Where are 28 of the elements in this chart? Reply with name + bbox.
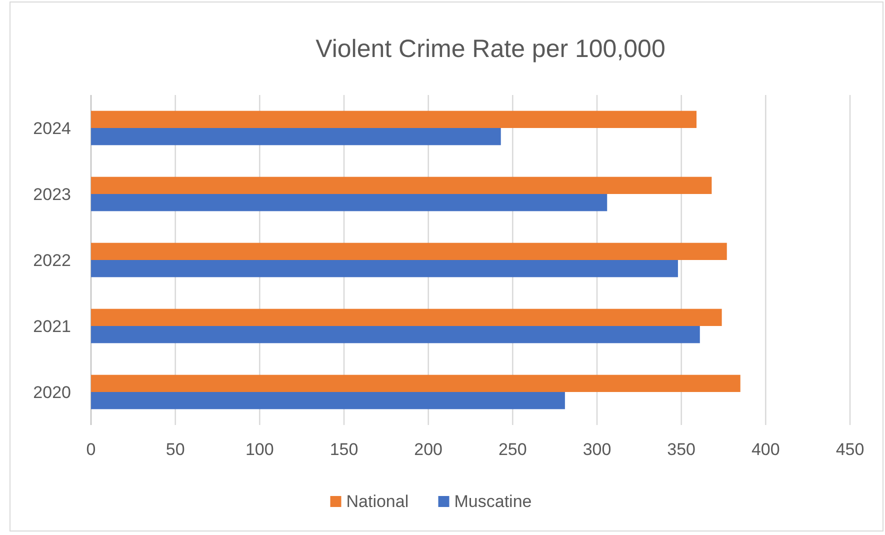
y-tick-label: 2021 <box>33 317 71 336</box>
y-tick-label: 2022 <box>33 251 71 270</box>
bar <box>91 326 700 344</box>
bar <box>91 194 608 212</box>
bar <box>91 392 565 410</box>
x-tick-label: 150 <box>330 440 358 459</box>
bar <box>91 374 740 392</box>
bar <box>91 128 501 146</box>
x-tick-label: 100 <box>245 440 274 459</box>
x-tick-label: 300 <box>582 440 612 459</box>
bar <box>91 308 722 326</box>
x-tick-label: 50 <box>166 440 185 459</box>
y-tick-label: 2023 <box>33 185 71 204</box>
y-tick-label: 2020 <box>33 383 71 402</box>
x-tick-label: 350 <box>667 440 696 459</box>
chart-title: Violent Crime Rate per 100,000 <box>316 35 666 63</box>
legend-label: Muscatine <box>454 492 532 511</box>
x-tick-label: 400 <box>751 440 780 459</box>
bar <box>91 242 727 260</box>
x-tick-label: 250 <box>498 440 527 459</box>
x-tick-label: 200 <box>414 440 443 459</box>
bar <box>91 260 678 278</box>
x-tick-label: 450 <box>836 440 864 459</box>
y-tick-label: 2024 <box>33 119 71 138</box>
bar <box>91 176 712 194</box>
legend-label: National <box>346 492 409 511</box>
bar <box>91 110 697 128</box>
x-tick-label: 0 <box>86 440 96 459</box>
